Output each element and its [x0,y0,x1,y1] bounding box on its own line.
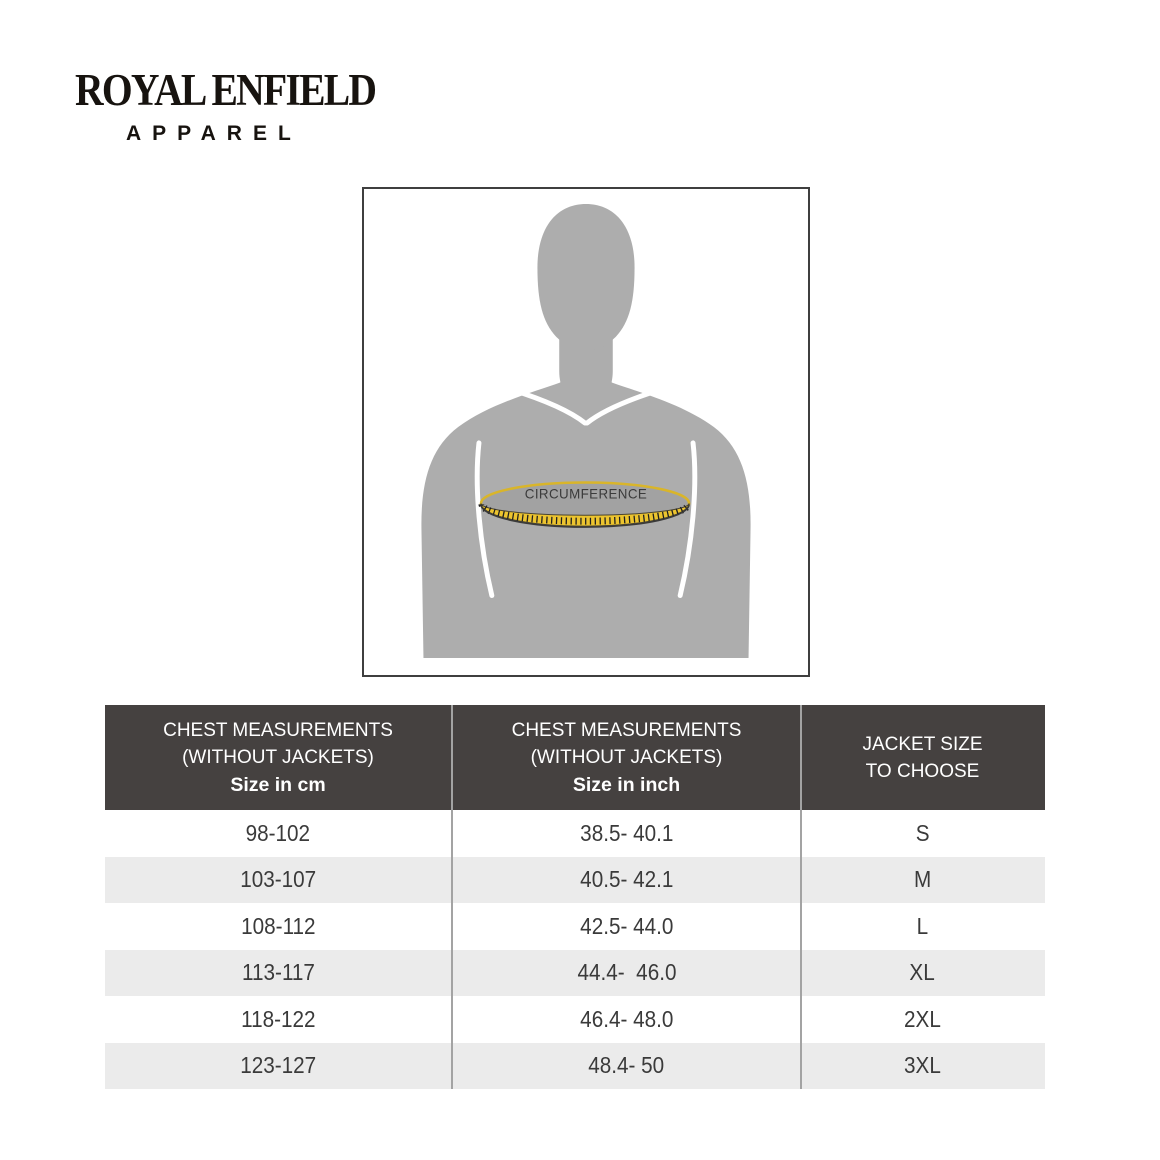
cell-inch: 46.4- 48.0 [451,996,800,1043]
table-row: 123-127 48.4- 50 3XL [105,1042,1045,1089]
header-line: CHEST MEASUREMENTS [511,719,742,741]
header-line: TO CHOOSE [865,760,980,782]
table-row: 108-112 42.5- 44.0 L [105,903,1045,950]
measurement-figure-box: CIRCUMFERENCE [362,187,810,677]
table-row: 118-122 46.4- 48.0 2XL [105,996,1045,1043]
cell-inch: 42.5- 44.0 [451,903,800,950]
brand-logo: ROYAL ENFIELD APPAREL [75,64,377,146]
brand-subtitle: APPAREL [126,122,302,145]
cell-size: 3XL [800,1042,1043,1089]
cell-cm: 113-117 [241,959,315,986]
tape-tick-marks [478,503,692,525]
neck-shape [559,328,613,419]
header-unit-label: Size in cm [230,773,326,796]
header-line: (WITHOUT JACKETS) [530,746,723,768]
size-chart-table: CHEST MEASUREMENTS (WITHOUT JACKETS) Siz… [105,705,1045,1089]
cell-inch: 38.5- 40.1 [451,810,800,857]
cell-cm: 123-127 [240,1052,316,1079]
cell-size: 2XL [800,996,1043,1043]
head-shape [537,204,635,351]
cell-inch: 44.4- 46.0 [451,949,800,996]
header-chest-cm: CHEST MEASUREMENTS (WITHOUT JACKETS) Siz… [105,705,451,810]
table-row: 103-107 40.5- 42.1 M [105,856,1045,903]
cell-size: XL [800,949,1043,996]
tape-bottom-edge [480,504,690,528]
table-row: 113-117 44.4- 46.0 XL [105,949,1045,996]
header-line: (WITHOUT JACKETS) [182,746,374,768]
tape-front-band [480,503,690,527]
armpit-gap-right [677,440,698,599]
header-unit-label: Size in inch [572,773,681,796]
header-line: JACKET SIZE [862,733,983,755]
header-chest-inch: CHEST MEASUREMENTS (WITHOUT JACKETS) Siz… [451,705,800,810]
cell-inch: 40.5- 42.1 [451,856,800,903]
cell-cm: 103-107 [240,866,316,893]
header-line: CHEST MEASUREMENTS [163,719,393,741]
cell-size: L [800,903,1043,950]
cell-size: M [800,856,1043,903]
collar-gap-left [508,386,588,426]
cell-size: S [800,810,1043,857]
table-row: 98-102 38.5- 40.1 S [105,810,1045,857]
cell-cm: 118-122 [240,1005,316,1032]
collar-gap-right [584,386,664,426]
circumference-label: CIRCUMFERENCE [525,486,647,501]
table-header-row: CHEST MEASUREMENTS (WITHOUT JACKETS) Siz… [105,705,1045,810]
cell-cm: 98-102 [245,819,311,846]
cell-cm: 108-112 [240,912,316,939]
armpit-gap-left [474,440,495,599]
brand-wordmark: ROYAL ENFIELD [75,65,377,115]
cell-inch: 48.4- 50 [451,1042,800,1089]
torso-silhouette-illustration: CIRCUMFERENCE [421,204,751,658]
header-jacket-size: JACKET SIZE TO CHOOSE [800,705,1043,810]
